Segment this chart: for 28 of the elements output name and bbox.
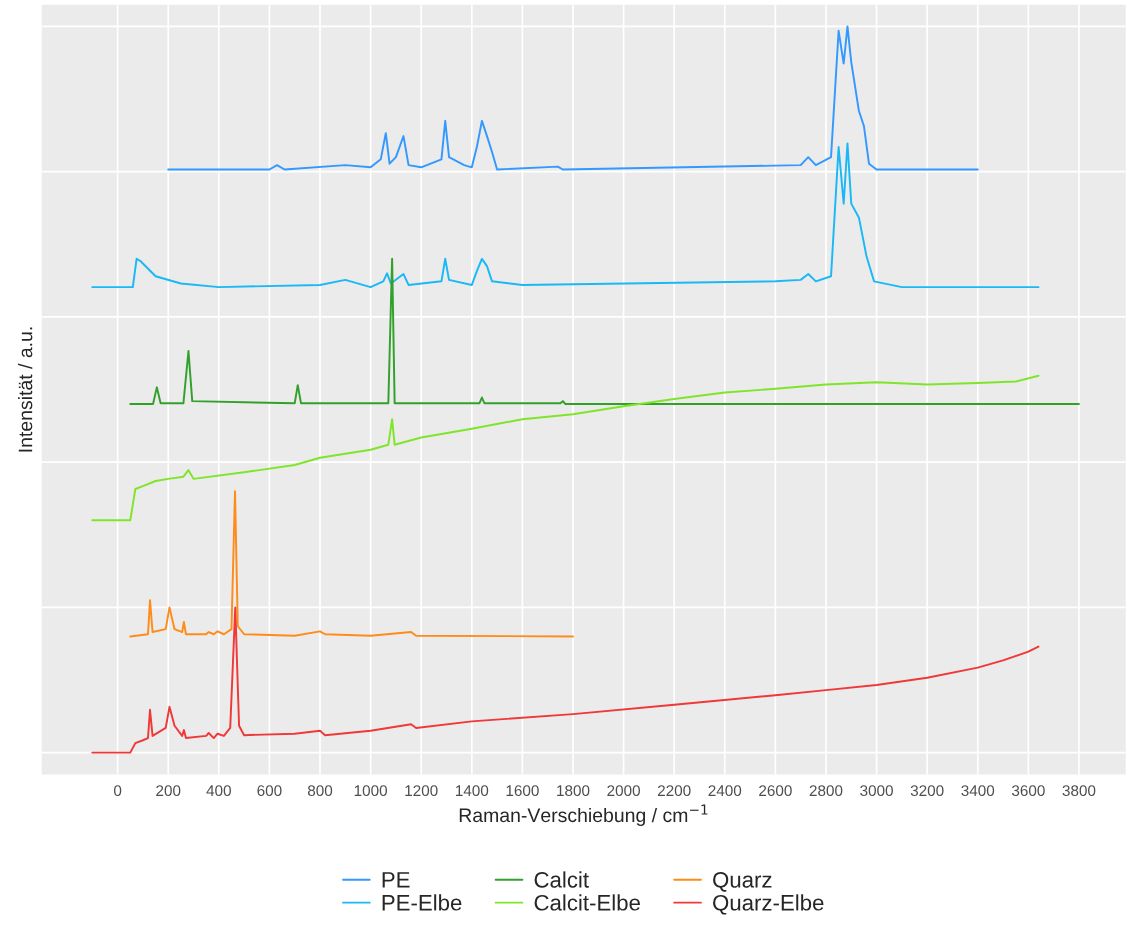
x-tick-label: 2600 <box>759 785 792 797</box>
x-tick-label: 3800 <box>1062 785 1096 797</box>
x-axis-title: Raman-Verschiebung / cm$^{−1}$ <box>459 804 708 827</box>
legend-label: Quarz <box>713 871 772 892</box>
x-tick-label: 400 <box>206 785 231 797</box>
legend-label: Calcit <box>534 871 589 888</box>
legend-label: Quarz-Elbe <box>713 894 824 915</box>
x-tick-label: 600 <box>257 785 282 797</box>
x-tick-label: 2000 <box>607 785 640 797</box>
legend-label: PE-Elbe <box>382 894 462 911</box>
x-tick-label: 1400 <box>455 785 489 797</box>
x-tick-label: 1000 <box>354 785 387 797</box>
x-tick-label: 2800 <box>809 785 843 797</box>
x-tick-label: 1800 <box>557 785 590 797</box>
x-tick-label: 0 <box>113 785 122 797</box>
y-axis-title: Intensität / a.u. <box>18 327 33 452</box>
legend-label: Calcit-Elbe <box>534 894 640 911</box>
legend-label: PE <box>382 872 410 888</box>
x-tick-label: 2200 <box>657 785 691 797</box>
x-tick-label: 2400 <box>708 785 742 797</box>
x-tick-label: 3400 <box>961 785 995 797</box>
x-tick-label: 1600 <box>506 785 539 797</box>
x-tick-label: 3600 <box>1011 785 1045 797</box>
x-tick-label: 200 <box>156 785 181 797</box>
x-tick-label: 3000 <box>860 785 893 797</box>
x-tick-label: 1200 <box>405 785 438 797</box>
x-tick-label: 800 <box>307 785 333 797</box>
x-tick-label: 3200 <box>910 785 944 797</box>
